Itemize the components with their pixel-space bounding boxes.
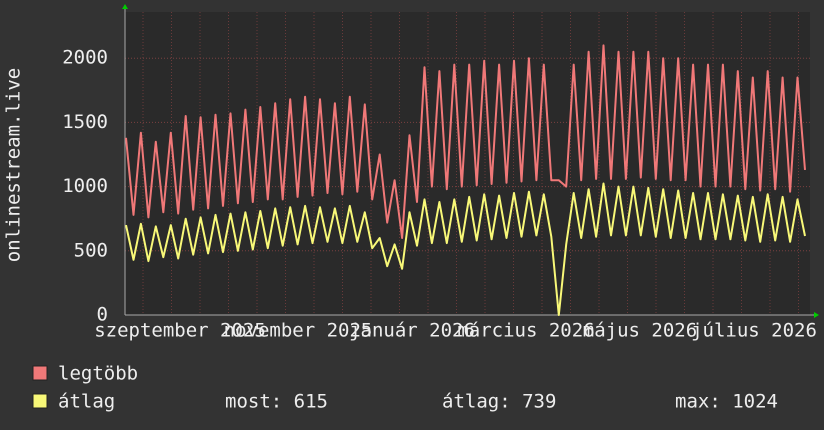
axis-arrow <box>122 4 128 9</box>
x-tick-label: július 2026 <box>691 320 817 342</box>
y-tick-label: 1500 <box>62 111 108 133</box>
legend-swatch <box>32 393 48 409</box>
data-line <box>125 44 806 239</box>
legend-label: átlag <box>58 391 115 413</box>
x-tick-label: május 2026 <box>583 320 697 342</box>
stat: átlag: 739 <box>442 391 556 413</box>
y-tick-label: 2000 <box>62 47 108 69</box>
data-line <box>125 182 806 316</box>
x-tick-label: szeptember 2025 <box>94 320 266 342</box>
axis-arrow <box>814 312 819 318</box>
x-tick-label: január 2026 <box>349 320 475 342</box>
y-axis-label: onlinestream.live <box>3 68 25 262</box>
stat: most: 615 <box>225 391 328 413</box>
y-tick-label: 0 <box>97 304 108 326</box>
x-tick-label: november 2025 <box>224 320 373 342</box>
legend-label: legtöbb <box>58 363 138 385</box>
x-tick-label: március 2026 <box>457 320 594 342</box>
legend-swatch <box>32 365 48 381</box>
y-tick-label: 1000 <box>62 175 108 197</box>
y-tick-label: 500 <box>74 239 108 261</box>
stat: max: 1024 <box>675 391 778 413</box>
plot-area <box>125 12 810 315</box>
